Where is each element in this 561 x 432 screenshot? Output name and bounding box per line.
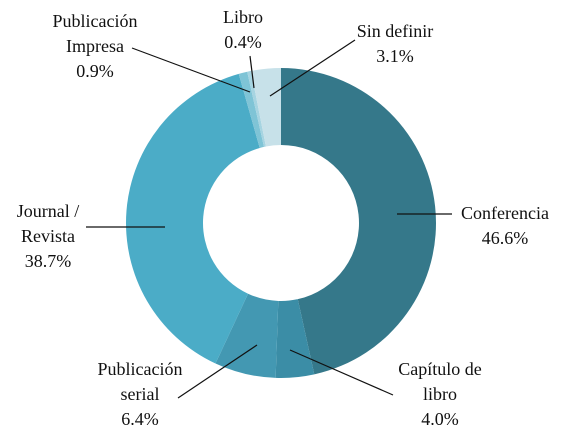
slice xyxy=(125,73,260,364)
value-label: 46.6% xyxy=(481,228,529,248)
category-label: Journal / Revista xyxy=(16,201,80,246)
slice xyxy=(251,68,281,147)
leader-line xyxy=(131,47,251,93)
category-label: Publicación serial xyxy=(97,359,183,404)
slice xyxy=(247,70,266,147)
slice xyxy=(281,68,436,375)
leader-line xyxy=(269,39,356,97)
slice xyxy=(275,299,315,379)
value-label: 0.9% xyxy=(76,61,114,81)
slice xyxy=(215,293,279,378)
category-label: Conferencia xyxy=(461,203,549,223)
category-label: Sin definir xyxy=(356,21,434,41)
slices xyxy=(125,68,436,379)
value-label: 3.1% xyxy=(376,46,414,66)
leader-line xyxy=(249,55,255,89)
value-label: 38.7% xyxy=(24,251,72,271)
category-label: Libro xyxy=(223,7,263,27)
value-label: 0.4% xyxy=(224,32,262,52)
value-label: 6.4% xyxy=(121,409,159,429)
leader-line xyxy=(289,349,394,396)
value-label: 4.0% xyxy=(421,409,459,429)
leader-line xyxy=(177,344,258,399)
category-label: Publicación Impresa xyxy=(52,11,138,56)
category-label: Capítulo de libro xyxy=(398,359,482,404)
